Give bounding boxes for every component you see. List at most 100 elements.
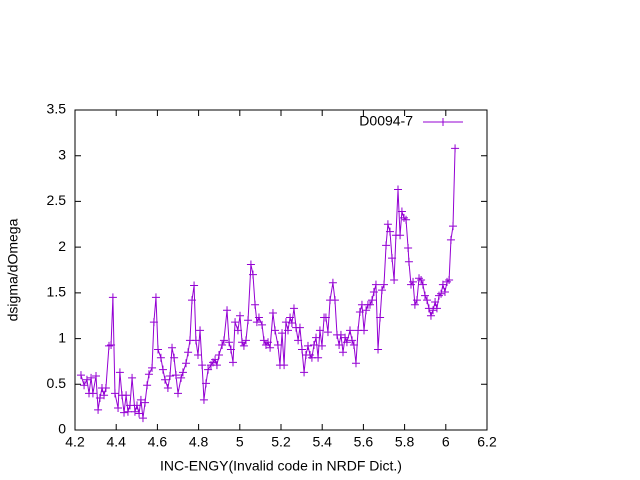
data-point xyxy=(202,379,211,388)
y-tick-label: 0 xyxy=(58,421,66,437)
data-point xyxy=(346,326,355,335)
data-point xyxy=(149,318,158,327)
data-point xyxy=(133,401,142,410)
data-point xyxy=(229,358,238,367)
data-point xyxy=(397,207,406,216)
data-point xyxy=(351,359,360,368)
data-point xyxy=(437,289,446,298)
data-point xyxy=(161,375,170,384)
data-point xyxy=(218,340,227,349)
data-point xyxy=(225,338,234,347)
x-tick-label: 5.4 xyxy=(312,434,332,450)
data-point xyxy=(446,235,455,244)
data-point xyxy=(300,368,309,377)
data-point xyxy=(309,340,318,349)
data-point xyxy=(424,304,433,313)
data-point xyxy=(380,280,388,289)
data-point xyxy=(80,381,89,390)
data-point xyxy=(122,391,131,400)
data-point xyxy=(182,359,191,368)
data-point xyxy=(349,340,358,349)
plot-border xyxy=(74,109,488,431)
y-tick-label: 0.5 xyxy=(47,375,67,391)
data-point xyxy=(88,389,97,398)
data-point xyxy=(266,343,275,352)
data-point xyxy=(362,306,371,315)
data-point xyxy=(211,355,220,364)
data-point xyxy=(315,326,324,335)
data-point xyxy=(156,353,165,362)
data-point xyxy=(399,213,408,222)
data-point xyxy=(110,389,119,398)
x-tick-label: 6.2 xyxy=(477,434,497,450)
data-point xyxy=(212,361,221,370)
data-line xyxy=(80,148,456,419)
data-point xyxy=(138,414,147,423)
data-point xyxy=(336,330,345,339)
data-point xyxy=(248,270,257,279)
y-tick-label: 1.5 xyxy=(47,284,67,300)
data-point xyxy=(246,260,255,269)
data-point xyxy=(317,341,326,350)
data-point xyxy=(431,298,440,306)
data-point xyxy=(339,348,348,357)
data-point xyxy=(123,407,132,416)
data-point xyxy=(114,404,123,413)
data-point xyxy=(273,340,282,349)
data-point xyxy=(394,185,403,194)
data-point xyxy=(254,313,263,322)
data-point xyxy=(241,336,250,345)
data-point xyxy=(231,318,240,327)
data-point xyxy=(328,278,337,287)
data-point xyxy=(101,383,110,392)
data-point xyxy=(451,144,460,153)
data-point xyxy=(165,372,174,381)
data-point xyxy=(271,326,280,335)
data-point xyxy=(128,373,137,382)
data-point xyxy=(383,220,392,229)
data-point xyxy=(171,371,180,380)
data-point xyxy=(236,311,245,320)
y-tick-label: 3.5 xyxy=(47,101,67,117)
x-tick-label: 5.8 xyxy=(395,434,415,450)
y-tick-label: 2 xyxy=(58,238,66,254)
data-point xyxy=(417,276,426,285)
data-point xyxy=(396,231,405,240)
data-point xyxy=(371,280,380,289)
data-point xyxy=(404,257,413,266)
data-point xyxy=(108,293,117,302)
data-point xyxy=(238,338,247,347)
data-point xyxy=(135,409,144,418)
data-point xyxy=(294,336,303,345)
data-point xyxy=(168,343,177,352)
data-point xyxy=(190,281,199,290)
data-point xyxy=(284,326,293,335)
data-point xyxy=(440,287,449,296)
data-point xyxy=(148,363,157,372)
data-point xyxy=(432,304,441,313)
data-point xyxy=(412,296,421,305)
data-point xyxy=(252,318,261,327)
data-point xyxy=(92,372,101,381)
data-point xyxy=(126,401,135,410)
data-point xyxy=(426,311,435,320)
data-point xyxy=(423,296,432,305)
data-point xyxy=(368,296,377,305)
data-point xyxy=(174,389,182,398)
x-tick-label: 6 xyxy=(442,434,450,450)
y-axis-label: dsigma/dOmega xyxy=(5,218,21,321)
data-point xyxy=(286,313,295,322)
legend-swatch xyxy=(423,118,463,126)
data-point xyxy=(233,326,242,335)
data-point xyxy=(410,300,419,309)
data-point xyxy=(191,336,200,345)
data-point xyxy=(226,345,235,354)
data-point xyxy=(178,368,187,377)
data-point xyxy=(239,341,248,350)
data-point xyxy=(402,215,411,224)
data-point xyxy=(348,336,357,345)
data-point xyxy=(100,391,109,400)
data-point xyxy=(418,280,427,289)
data-point xyxy=(193,351,202,360)
